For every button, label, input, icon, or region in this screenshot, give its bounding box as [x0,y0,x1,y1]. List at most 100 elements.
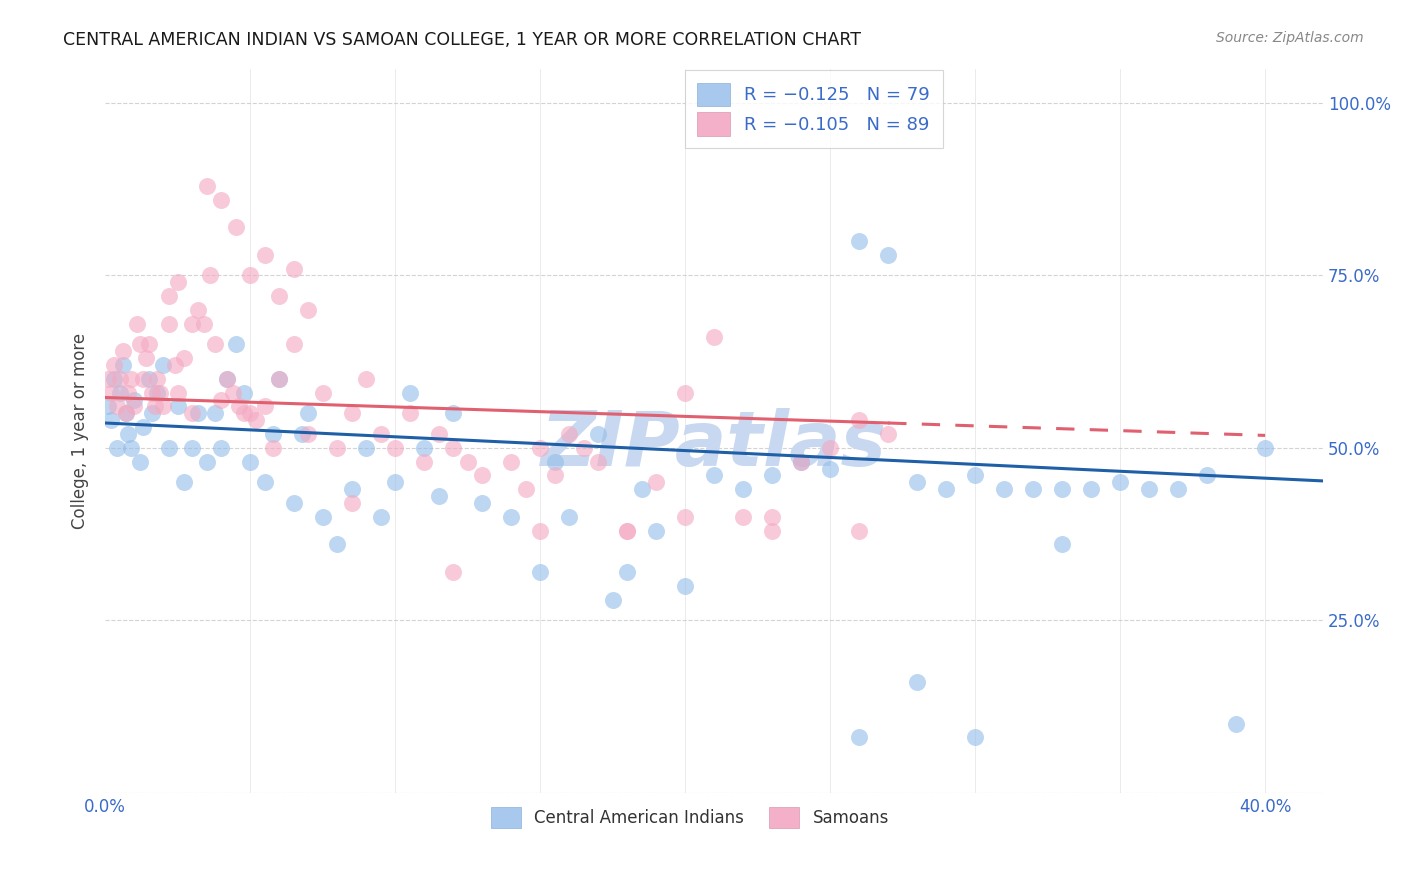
Point [209,441,232,455]
Text: ZIPatlas: ZIPatlas [541,408,887,482]
Point [239,406,262,420]
Point [209,392,232,407]
Point [616,565,638,579]
Point [354,372,377,386]
Point [222,385,245,400]
Point [515,482,537,496]
Point [262,441,284,455]
Point [143,400,166,414]
Point [127,317,149,331]
Point [173,351,195,366]
Point [586,455,609,469]
Point [215,372,238,386]
Legend: Central American Indians, Samoans: Central American Indians, Samoans [484,800,896,835]
Text: Source: ZipAtlas.com: Source: ZipAtlas.com [1216,31,1364,45]
Point [630,482,652,496]
Point [529,565,551,579]
Point [905,475,928,490]
Point [146,372,169,386]
Point [558,427,581,442]
Point [848,234,870,248]
Point [965,731,987,745]
Point [441,565,464,579]
Point [181,441,204,455]
Point [645,524,668,538]
Point [269,372,291,386]
Point [1050,537,1073,551]
Point [146,385,169,400]
Point [129,337,152,351]
Y-axis label: College, 1 year or more: College, 1 year or more [72,333,89,529]
Point [529,441,551,455]
Point [673,385,696,400]
Point [427,427,450,442]
Point [103,358,125,372]
Point [326,537,349,551]
Point [117,385,139,400]
Point [354,441,377,455]
Point [616,524,638,538]
Point [818,441,841,455]
Point [1197,468,1219,483]
Point [790,455,813,469]
Point [228,400,250,414]
Point [544,468,567,483]
Point [181,317,204,331]
Point [413,455,436,469]
Point [152,400,174,414]
Point [97,400,120,414]
Point [471,496,494,510]
Point [108,372,131,386]
Point [848,731,870,745]
Point [935,482,957,496]
Point [1080,482,1102,496]
Point [340,482,363,496]
Point [173,475,195,490]
Point [471,468,494,483]
Point [544,455,567,469]
Point [398,385,420,400]
Point [187,302,209,317]
Point [877,427,900,442]
Point [111,344,134,359]
Point [297,427,319,442]
Point [141,406,163,420]
Point [1254,441,1277,455]
Point [645,475,668,490]
Point [204,337,226,351]
Point [703,330,725,344]
Point [703,468,725,483]
Point [132,372,155,386]
Point [262,427,284,442]
Point [761,524,783,538]
Point [1137,482,1160,496]
Point [413,441,436,455]
Point [253,475,276,490]
Point [105,441,128,455]
Point [501,509,523,524]
Point [283,337,305,351]
Point [283,261,305,276]
Point [166,400,188,414]
Point [398,406,420,420]
Point [790,455,813,469]
Point [157,289,180,303]
Point [616,524,638,538]
Point [132,420,155,434]
Point [269,372,291,386]
Point [193,317,215,331]
Point [297,406,319,420]
Point [233,385,256,400]
Point [152,358,174,372]
Point [100,385,122,400]
Point [384,475,406,490]
Point [215,372,238,386]
Point [558,509,581,524]
Point [103,372,125,386]
Point [340,406,363,420]
Point [225,337,247,351]
Point [239,455,262,469]
Point [120,441,142,455]
Point [117,427,139,442]
Point [204,406,226,420]
